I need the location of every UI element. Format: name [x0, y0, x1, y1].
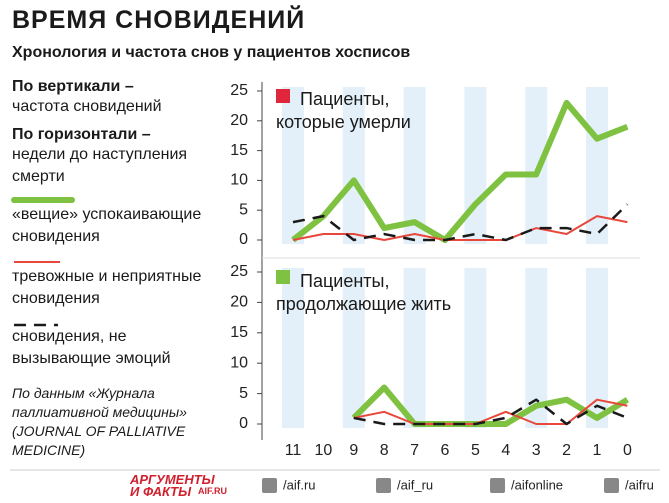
y-tick-label: 10: [230, 172, 248, 189]
social-icon: [376, 478, 391, 493]
chart-title: Пациенты, продолжающие жить: [276, 271, 452, 314]
social-icon: [262, 478, 277, 493]
y-tick-label: 20: [230, 112, 248, 129]
y-tick-label: 0: [239, 415, 248, 432]
y-tick-label: 5: [239, 201, 248, 218]
series-line: [291, 99, 629, 243]
stripe: [282, 268, 304, 428]
axis-note-heading: По вертикали –: [12, 78, 134, 95]
source: По данным «Журнала паллиативной медицины…: [12, 385, 187, 458]
y-tick-label: 25: [230, 82, 248, 99]
axis-note-heading: По горизонтали –: [12, 126, 151, 143]
stripe: [586, 87, 608, 244]
legend-label: тревожные и неприятные сновидения: [12, 268, 202, 307]
title: ВРЕМЯ СНОВИДЕНИЙ: [12, 6, 306, 34]
stripe: [403, 87, 426, 244]
x-tick-label: 10: [315, 442, 333, 459]
y-tick-label: 15: [230, 142, 248, 159]
x-tick-label: 9: [349, 442, 358, 459]
series-line: [292, 215, 628, 241]
x-tick-label: 1: [593, 442, 602, 459]
x-tick-label: 0: [623, 442, 632, 459]
chart-title-marker: [276, 270, 290, 284]
y-tick-label: 20: [230, 294, 248, 311]
stripe: [525, 87, 548, 244]
stripe: [525, 268, 548, 428]
stripe: [282, 87, 304, 244]
legend-label: сновидения, не вызывающие эмоций: [12, 328, 171, 367]
logo-site: AIF.RU: [198, 486, 227, 496]
x-tick-label: 11: [285, 442, 302, 459]
stripe: [342, 268, 365, 428]
x-tick-label: 3: [532, 442, 541, 459]
y-tick-label: 15: [230, 324, 248, 341]
chart-title-marker: [276, 89, 290, 103]
series-line: [353, 398, 628, 426]
x-tick-label: 8: [380, 442, 389, 459]
social-handle: /aifonline: [511, 477, 563, 492]
stripe: [403, 268, 426, 428]
axis-note: частота сновидений: [12, 98, 162, 115]
stripe: [342, 87, 365, 244]
legend-label: «вещие» успокаивающие сновидения: [12, 206, 202, 245]
series-line: [351, 384, 629, 427]
stripe: [586, 268, 608, 428]
social-icon: [604, 478, 619, 493]
social-handle: /aifru: [625, 477, 654, 492]
x-tick-label: 6: [441, 442, 450, 459]
social-handle: /aif.ru: [283, 477, 316, 492]
subtitle: Хронология и частота снов у пациентов хо…: [12, 44, 411, 61]
x-tick-label: 4: [501, 442, 510, 459]
series-line: [353, 398, 628, 425]
y-tick-label: 25: [230, 263, 248, 280]
chart-title: Пациенты, которые умерли: [276, 89, 411, 132]
stripe: [464, 268, 487, 428]
y-tick-label: 0: [239, 231, 248, 248]
logo: АРГУМЕНТЫ И ФАКТЫ: [130, 472, 215, 499]
social-icon: [490, 478, 505, 493]
stripe: [464, 87, 487, 244]
series-line: [292, 203, 629, 242]
y-tick-label: 5: [239, 385, 248, 402]
y-tick-label: 10: [230, 354, 248, 371]
x-tick-label: 5: [471, 442, 480, 459]
axis-note: недели до наступления смерти: [12, 146, 188, 185]
social-handle: /aif_ru: [397, 477, 433, 492]
x-tick-label: 2: [562, 442, 571, 459]
x-tick-label: 7: [410, 442, 419, 459]
